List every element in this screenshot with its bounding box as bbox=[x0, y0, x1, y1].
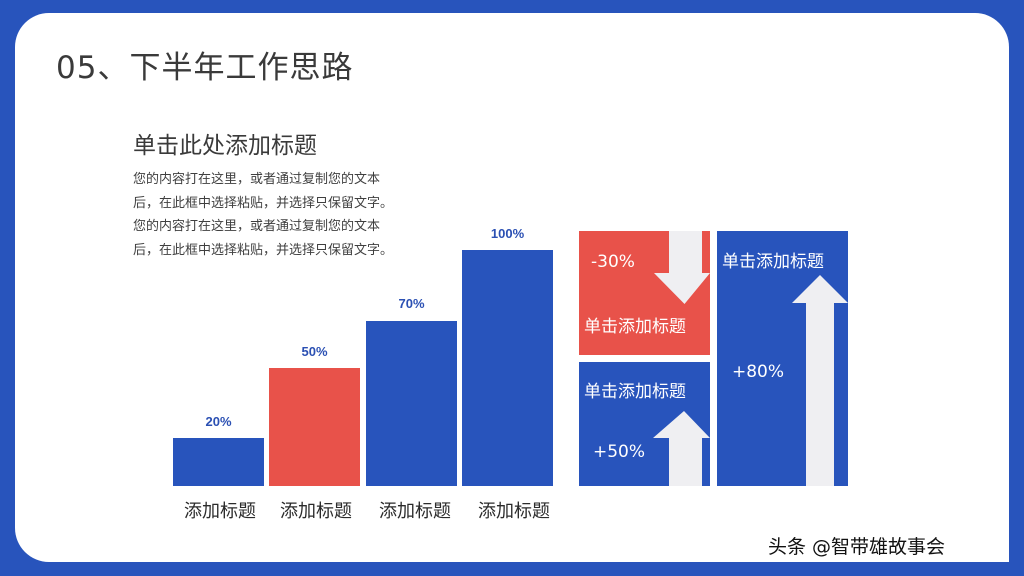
tile-heading: 单击添加标题 bbox=[584, 317, 686, 337]
bar-3 bbox=[366, 321, 457, 486]
arrow-up-icon bbox=[653, 411, 710, 486]
arrow-down-icon bbox=[654, 231, 710, 304]
bar-value-label: 100% bbox=[490, 226, 525, 241]
bar-category-label: 添加标题 bbox=[478, 501, 550, 522]
bar-value-label: 70% bbox=[398, 296, 425, 311]
bar-1 bbox=[173, 438, 264, 486]
tile-heading: 单击添加标题 bbox=[584, 382, 686, 402]
tile-value: -30% bbox=[591, 252, 635, 272]
bar-4 bbox=[462, 250, 553, 486]
body-text: 您的内容打在这里，或者通过复制您的文本 后，在此框中选择粘贴，并选择只保留文字。… bbox=[133, 168, 443, 262]
watermark: 头条 @智带雄故事会 bbox=[768, 536, 946, 558]
slide-title: 05、下半年工作思路 bbox=[56, 50, 354, 86]
tile-increase-large: 单击添加标题 +80% bbox=[717, 231, 848, 486]
bar-value-label: 50% bbox=[301, 344, 328, 359]
body-line: 您的内容打在这里，或者通过复制您的文本 bbox=[133, 172, 381, 187]
bar-2 bbox=[269, 368, 360, 486]
bar-category-label: 添加标题 bbox=[280, 501, 352, 522]
bar-category-label: 添加标题 bbox=[184, 501, 256, 522]
body-line: 后，在此框中选择粘贴，并选择只保留文字。 bbox=[133, 242, 394, 258]
body-line: 后，在此框中选择粘贴，并选择只保留文字。 bbox=[133, 195, 394, 211]
tile-value: +50% bbox=[593, 442, 646, 462]
tile-increase-small: 单击添加标题 +50% bbox=[579, 362, 710, 486]
tile-heading: 单击添加标题 bbox=[722, 252, 824, 272]
bar-value-label: 20% bbox=[205, 414, 232, 429]
section-heading: 单击此处添加标题 bbox=[133, 133, 317, 159]
arrow-up-icon bbox=[792, 275, 848, 486]
bar-category-label: 添加标题 bbox=[379, 501, 451, 522]
body-line: 您的内容打在这里，或者通过复制您的文本 bbox=[133, 219, 381, 234]
tile-decrease: -30% 单击添加标题 bbox=[579, 231, 710, 355]
tile-value: +80% bbox=[732, 362, 785, 382]
